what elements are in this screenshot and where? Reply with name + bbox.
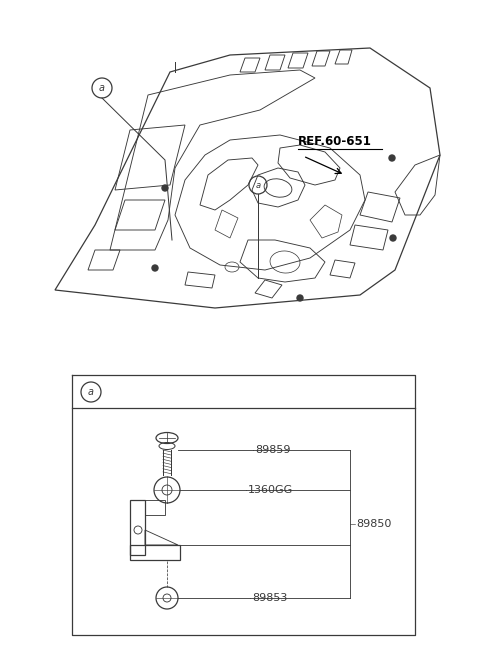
- Circle shape: [152, 265, 158, 271]
- Text: 89859: 89859: [255, 445, 290, 455]
- Text: a: a: [88, 387, 94, 397]
- Text: 89850: 89850: [356, 519, 391, 529]
- Text: 1360GG: 1360GG: [248, 485, 293, 495]
- Text: 89853: 89853: [252, 593, 288, 603]
- Text: a: a: [255, 181, 261, 189]
- Text: a: a: [99, 83, 105, 93]
- Circle shape: [389, 155, 395, 161]
- Circle shape: [390, 235, 396, 241]
- Text: REF.60-651: REF.60-651: [298, 135, 372, 148]
- Circle shape: [297, 295, 303, 301]
- Circle shape: [162, 185, 168, 191]
